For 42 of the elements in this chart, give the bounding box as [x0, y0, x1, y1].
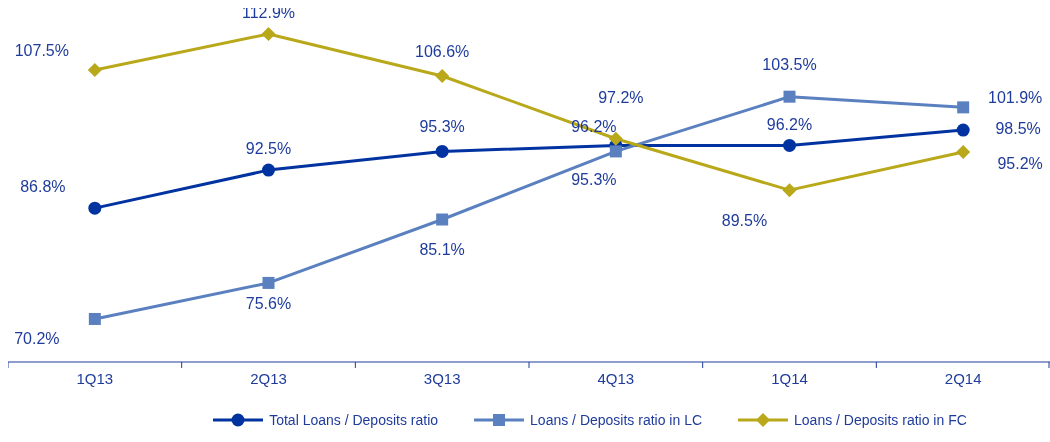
- point: [782, 183, 797, 198]
- data-label: 86.8%: [20, 178, 66, 196]
- data-label: 95.2%: [997, 155, 1043, 173]
- data-label: 75.6%: [245, 295, 292, 313]
- data-label: 89.5%: [721, 212, 768, 230]
- data-label: 107.5%: [14, 42, 69, 60]
- x-tick-label: 2Q13: [250, 370, 287, 387]
- legend-label: Loans / Deposits ratio in LC: [530, 412, 703, 428]
- x-tick-label: 2Q14: [944, 370, 982, 387]
- data-label: 96.2%: [766, 115, 813, 133]
- x-tick-label: 1Q14: [771, 370, 808, 387]
- data-label: 85.1%: [419, 240, 465, 258]
- point: [88, 201, 102, 215]
- point: [783, 138, 796, 152]
- data-label: 70.2%: [14, 330, 60, 348]
- data-label: 103.5%: [762, 55, 817, 73]
- x-tick-label: 4Q13: [597, 370, 635, 387]
- data-label: 106.6%: [415, 43, 470, 61]
- data-label: 98.5%: [995, 120, 1041, 138]
- legend-label: Total Loans / Deposits ratio: [269, 412, 439, 428]
- point: [435, 144, 449, 158]
- point: [262, 163, 275, 177]
- point: [609, 145, 622, 158]
- point: [88, 312, 101, 325]
- point: [956, 145, 971, 160]
- point: [87, 62, 102, 77]
- point: [435, 68, 450, 83]
- x-tick-label: 1Q13: [76, 370, 114, 387]
- point: [957, 101, 970, 114]
- data-label: 101.9%: [988, 88, 1043, 106]
- data-label: 92.5%: [245, 140, 292, 158]
- point: [262, 276, 275, 289]
- x-tick-label: 3Q13: [423, 370, 461, 387]
- point: [956, 123, 970, 137]
- point: [261, 26, 276, 41]
- point: [608, 131, 623, 146]
- point: [436, 213, 449, 226]
- data-label: 95.3%: [419, 117, 465, 135]
- legend-label: Loans / Deposits ratio in FC: [794, 412, 967, 428]
- data-label: 97.2%: [598, 88, 644, 106]
- point: [783, 90, 796, 103]
- data-label: 95.3%: [571, 170, 617, 188]
